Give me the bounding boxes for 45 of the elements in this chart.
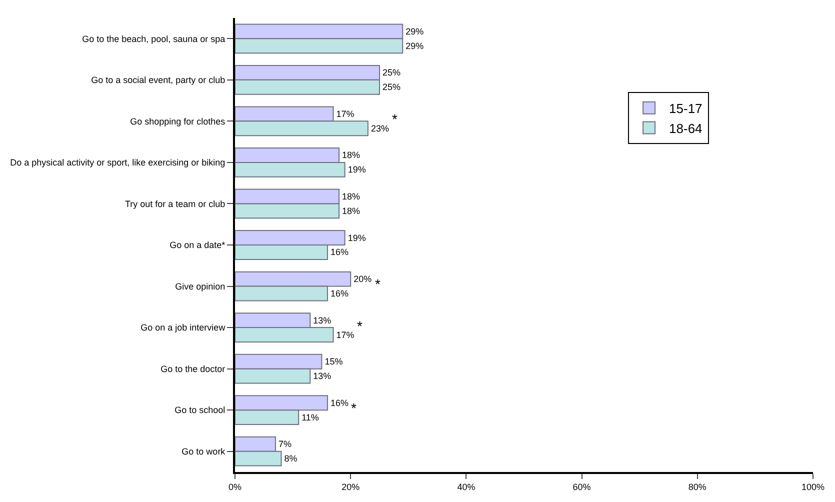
y-tick-label: Go on a date* [170, 240, 226, 250]
data-label: 18% [342, 192, 360, 202]
y-tick-label: Try out for a team or club [124, 198, 226, 209]
y-tick-label: Go to the beach, pool, sauna or spa [82, 34, 226, 44]
data-label: 29% [406, 40, 424, 51]
annotation: * [375, 276, 381, 292]
y-tick-label: Go to school [174, 405, 226, 416]
legend-label: 18-64 [669, 120, 702, 136]
data-label: 15% [324, 356, 343, 367]
x-tick-label: 20% [342, 482, 360, 492]
y-tick-label: Go on a job interview [140, 322, 226, 333]
x-tick-label: 0% [228, 482, 242, 492]
annotation: * [351, 400, 357, 416]
data-label: 25% [382, 68, 401, 78]
data-label: 13% [313, 315, 332, 326]
annotation: * [357, 318, 363, 334]
data-label: 20% [354, 274, 372, 284]
x-tick-label: 60% [572, 482, 591, 492]
data-label: 13% [313, 371, 332, 382]
data-label: 25% [382, 82, 401, 92]
annotation: * [392, 111, 398, 127]
data-label: 17% [336, 330, 354, 340]
y-tick-label: Go to the doctor [160, 364, 226, 374]
data-label: 8% [284, 454, 298, 464]
data-label: 18% [342, 150, 360, 160]
data-label: 19% [348, 164, 366, 175]
data-label: 7% [278, 439, 292, 450]
x-tick-label: 40% [457, 482, 476, 492]
y-tick-label: Go to work [182, 446, 226, 457]
y-tick-label: Go to a social event, party or club [91, 75, 226, 86]
data-label: 19% [348, 232, 366, 243]
data-label: 16% [330, 398, 348, 408]
data-label: 18% [342, 206, 360, 216]
data-label: 16% [330, 247, 348, 258]
x-tick-label: 100% [801, 482, 825, 492]
y-tick-label: Give opinion [175, 281, 226, 292]
data-label: 11% [302, 412, 319, 422]
data-label: 23% [370, 123, 389, 134]
data-label: 16% [330, 288, 348, 298]
data-label: 29% [406, 26, 424, 36]
data-label: 17% [336, 108, 354, 119]
y-tick-label: Do a physical activity or sport, like exercising or biking [10, 158, 226, 168]
y-tick-label: Go shopping for clothes [130, 116, 226, 126]
legend-label: 15-17 [669, 100, 702, 116]
x-tick-label: 80% [688, 482, 706, 492]
